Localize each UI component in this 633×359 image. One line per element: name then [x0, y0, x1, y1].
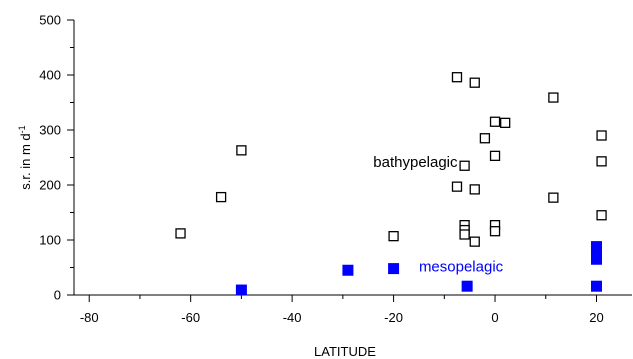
bathypelagic-point [236, 145, 247, 156]
annotations: bathypelagic mesopelagic [373, 154, 503, 276]
bathypelagic-point [459, 160, 470, 171]
axes [73, 20, 632, 296]
bathypelagic-point [451, 181, 463, 192]
bathypelagic-point [388, 230, 399, 242]
x-tick-label: -20 [384, 310, 403, 325]
mesopelagic-point [388, 263, 400, 275]
bathypelagic-point [469, 236, 480, 247]
bathypelagic-point [489, 226, 501, 237]
bathypelagic-point [548, 192, 559, 203]
mesopelagic-point [590, 280, 602, 292]
data-points [175, 72, 607, 296]
mesopelagic-point [590, 253, 602, 265]
y-axis-label: s.r. in m d-1 [17, 125, 33, 189]
bathypelagic-point [596, 156, 607, 167]
bathypelagic-point [469, 77, 480, 88]
x-axis-label: LATITUDE [314, 344, 376, 359]
y-tick-label: 500 [39, 13, 61, 28]
bathypelagic-label: bathypelagic [373, 154, 458, 171]
ticks: 0 100 200 300 400 500 -80 -60 -40 -20 0 20 [39, 13, 603, 326]
bathypelagic-point [500, 117, 511, 128]
y-tick-label: 200 [39, 178, 61, 193]
bathypelagic-point [451, 72, 463, 83]
y-tick-label: 300 [39, 123, 61, 138]
x-tick-label: -60 [181, 310, 200, 325]
bathypelagic-point [459, 229, 470, 240]
bathypelagic-point [548, 92, 559, 103]
bathypelagic-point [175, 228, 186, 239]
bathypelagic-point [489, 116, 501, 127]
bathypelagic-point [479, 133, 491, 144]
y-axis-label-main: s.r. in m d [18, 133, 33, 189]
y-tick-label: 0 [54, 288, 61, 303]
bathypelagic-point [469, 184, 480, 195]
mesopelagic-point [235, 284, 247, 296]
y-tick-label: 400 [39, 68, 61, 83]
x-tick-label: -40 [283, 310, 302, 325]
mesopelagic-point [342, 264, 354, 276]
mesopelagic-label: mesopelagic [419, 258, 504, 275]
y-tick-label: 100 [39, 233, 61, 248]
bathypelagic-point [215, 191, 227, 203]
bathypelagic-point [489, 150, 501, 162]
x-tick-label: 0 [491, 310, 498, 325]
x-tick-label: 20 [589, 310, 603, 325]
x-tick-label: -80 [80, 310, 99, 325]
mesopelagic-point [461, 280, 473, 292]
bathypelagic-point [596, 130, 607, 141]
bathypelagic-point [596, 210, 607, 221]
y-axis-label-superscript: -1 [17, 125, 27, 133]
